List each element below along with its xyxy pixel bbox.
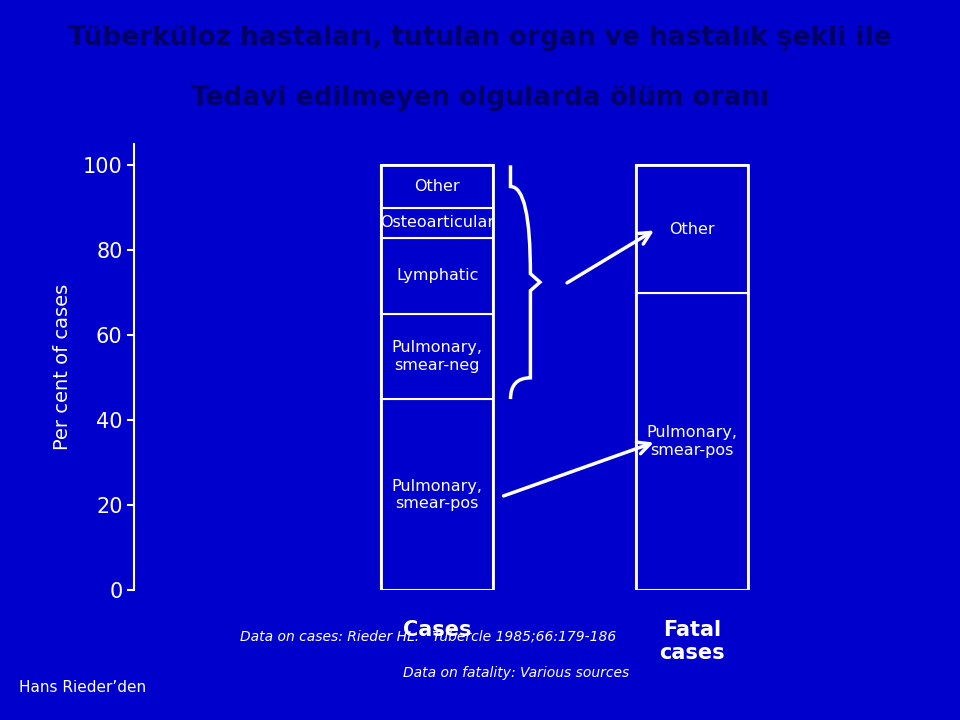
Text: Pulmonary,
smear-neg: Pulmonary, smear-neg bbox=[392, 341, 483, 373]
Bar bbox=[381, 399, 493, 590]
Text: Tüberküloz hastaları, tutulan organ ve hastalık şekli ile: Tüberküloz hastaları, tutulan organ ve h… bbox=[68, 24, 892, 51]
Text: Data on fatality: Various sources: Data on fatality: Various sources bbox=[403, 666, 630, 680]
Bar bbox=[636, 166, 748, 293]
Text: Cases: Cases bbox=[403, 620, 471, 640]
Text: Pulmonary,
smear-pos: Pulmonary, smear-pos bbox=[392, 479, 483, 511]
Bar bbox=[381, 166, 493, 590]
Bar bbox=[381, 238, 493, 314]
Bar bbox=[636, 293, 748, 590]
Text: Lymphatic: Lymphatic bbox=[396, 269, 478, 283]
Text: Osteoarticular: Osteoarticular bbox=[380, 215, 494, 230]
Text: Tedavi edilmeyen olgularda ölüm oranı: Tedavi edilmeyen olgularda ölüm oranı bbox=[191, 85, 769, 112]
Text: Fatal
cases: Fatal cases bbox=[660, 620, 725, 663]
Bar bbox=[636, 166, 748, 590]
Text: Other: Other bbox=[669, 222, 715, 237]
Bar bbox=[381, 208, 493, 238]
Bar bbox=[381, 166, 493, 208]
Text: Hans Rieder’den: Hans Rieder’den bbox=[19, 680, 146, 696]
Bar bbox=[381, 314, 493, 399]
Text: Data on cases: Rieder HL.   Tubercle 1985;66:179-186: Data on cases: Rieder HL. Tubercle 1985;… bbox=[240, 630, 616, 644]
Text: Other: Other bbox=[415, 179, 460, 194]
Text: Pulmonary,
smear-pos: Pulmonary, smear-pos bbox=[647, 426, 737, 458]
Y-axis label: Per cent of cases: Per cent of cases bbox=[53, 284, 72, 450]
